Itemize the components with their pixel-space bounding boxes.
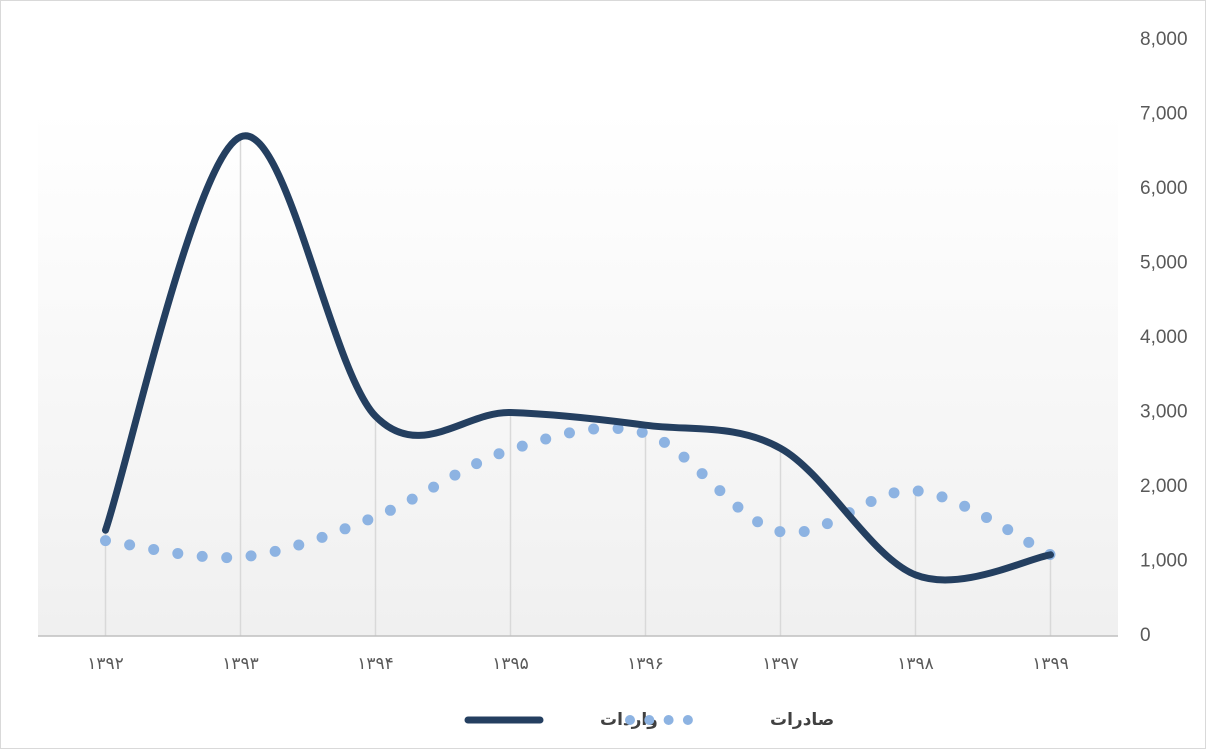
legend-label: صادرات	[770, 710, 834, 730]
y-tick-label: 4,000	[1140, 327, 1188, 348]
y-tick-label: 8,000	[1140, 29, 1188, 50]
y-tick-label: 3,000	[1140, 402, 1188, 423]
x-tick-label: ۱۳۹۶	[627, 654, 664, 674]
x-tick-label: ۱۳۹۷	[762, 654, 799, 674]
y-tick-label: 0	[1140, 625, 1151, 646]
x-tick-label: ۱۳۹۹	[1032, 654, 1069, 674]
x-tick-label: ۱۳۹۵	[492, 654, 529, 674]
y-tick-label: 2,000	[1140, 476, 1188, 497]
y-tick-label: 5,000	[1140, 253, 1188, 274]
x-tick-label: ۱۳۹۸	[897, 654, 934, 674]
y-tick-label: 1,000	[1140, 551, 1188, 572]
y-tick-label: 7,000	[1140, 104, 1188, 125]
plot-background	[38, 110, 1118, 636]
series-line	[102, 132, 1054, 584]
x-tick-label: ۱۳۹۴	[357, 654, 394, 674]
x-tick-label: ۱۳۹۲	[87, 654, 124, 674]
series-line	[100, 422, 1056, 564]
y-tick-label: 6,000	[1140, 178, 1188, 199]
x-tick-label: ۱۳۹۳	[222, 654, 259, 674]
